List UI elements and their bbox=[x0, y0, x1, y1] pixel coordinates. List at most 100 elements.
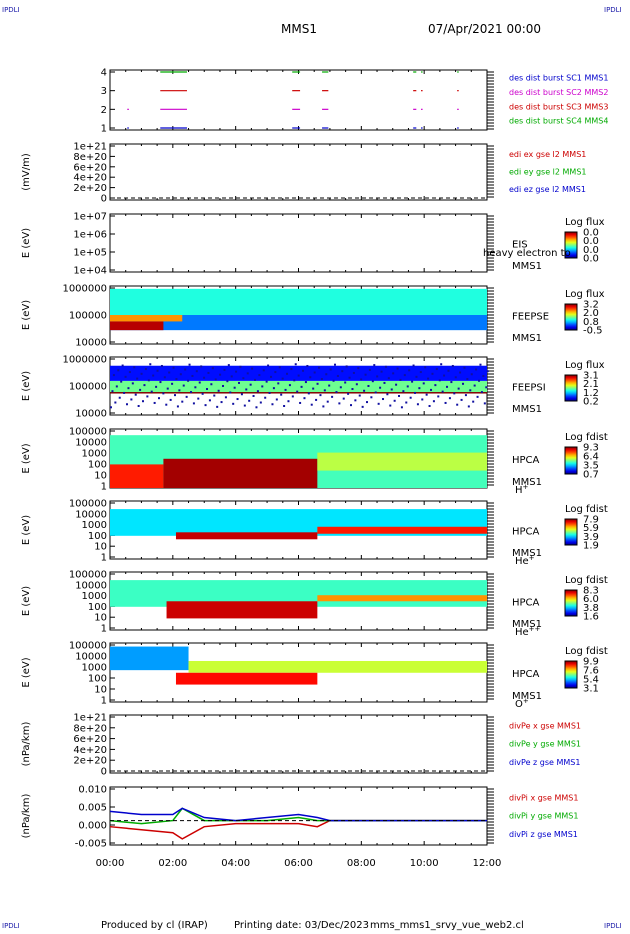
y-tick-label: 10 bbox=[94, 542, 107, 553]
feepsi-speckle bbox=[270, 375, 273, 378]
feepsi-speckle bbox=[206, 388, 209, 391]
colorbar-tick-label: 9.9 bbox=[583, 657, 599, 668]
feepsi-speckle bbox=[249, 383, 252, 386]
feepsi-speckle bbox=[294, 363, 297, 366]
feepsi-speckle bbox=[422, 382, 425, 385]
feepsi-speckle bbox=[366, 401, 369, 404]
feepsi-speckle bbox=[114, 401, 117, 404]
spacecraft-label: MMS1 bbox=[512, 548, 542, 559]
feepsi-speckle bbox=[376, 375, 379, 378]
colorbar-tick-label: 0.7 bbox=[583, 470, 599, 481]
divpi-series-line bbox=[109, 807, 487, 822]
feepsi-speckle bbox=[386, 393, 389, 396]
spacecraft-label: MMS1 bbox=[512, 261, 542, 272]
feepsi-speckle bbox=[240, 393, 243, 396]
colorbar-tick-label: 2.1 bbox=[583, 379, 599, 390]
feepsi-speckle bbox=[424, 366, 427, 369]
feepsi-speckle bbox=[411, 380, 414, 383]
feepsi-speckle bbox=[297, 374, 300, 377]
feepsi-speckle bbox=[447, 369, 450, 372]
y-tick-label: 0.000 bbox=[78, 821, 107, 832]
feepsi-speckle bbox=[230, 375, 233, 378]
feepsi-speckle bbox=[210, 383, 213, 386]
feepsi-speckle bbox=[338, 402, 341, 405]
y-tick-label: 0.010 bbox=[78, 785, 107, 796]
feepsi-speckle bbox=[408, 369, 411, 372]
feepsi-speckle bbox=[312, 387, 315, 390]
feepsi-speckle bbox=[128, 371, 131, 374]
feepsi-speckle bbox=[150, 390, 153, 393]
feepsi-speckle bbox=[347, 392, 350, 395]
feepsi-speckle bbox=[473, 384, 476, 387]
feepsi-speckle bbox=[331, 395, 334, 398]
feepsi-speckle bbox=[358, 394, 361, 397]
feepsi-speckle bbox=[403, 374, 406, 377]
colorbar-tick-label: -0.5 bbox=[583, 326, 603, 337]
feepsi-speckle bbox=[431, 372, 434, 375]
feepsi-speckle bbox=[267, 364, 270, 367]
divpi-series-line bbox=[109, 807, 487, 825]
feepsi-speckle bbox=[272, 387, 275, 390]
feepsi-speckle bbox=[201, 392, 204, 395]
feepsi-speckle bbox=[320, 378, 323, 381]
legend-entry: des dist burst SC2 MMS2 bbox=[509, 88, 608, 97]
feepsi-speckle bbox=[155, 385, 158, 388]
y-tick-label: 100000 bbox=[69, 382, 107, 393]
feepsi-speckle bbox=[181, 400, 184, 403]
feepsi-speckle bbox=[351, 388, 354, 391]
feepsi-speckle bbox=[299, 401, 302, 404]
feepsi-speckle bbox=[222, 384, 225, 387]
legend-entry: des dist burst SC3 MMS3 bbox=[509, 102, 608, 111]
feepsi-speckle bbox=[430, 388, 433, 391]
feepsi-speckle bbox=[259, 401, 262, 404]
feepsi-speckle bbox=[182, 384, 185, 387]
y-tick-label: 4 bbox=[101, 68, 107, 79]
feepsi-speckle bbox=[242, 377, 245, 380]
y-tick-label: 1e+07 bbox=[73, 212, 107, 223]
feepsi-speckle bbox=[203, 376, 206, 379]
colorbar-title: Log flux bbox=[565, 217, 605, 228]
feepsi-speckle bbox=[350, 404, 353, 407]
species-label: He++ bbox=[515, 625, 541, 638]
feepsi-speckle bbox=[380, 370, 383, 373]
y-tick-label: 100 bbox=[88, 674, 107, 685]
feepsi-speckle bbox=[163, 376, 166, 379]
feepsi-speckle bbox=[326, 400, 329, 403]
corner-label-tl: IPDLI bbox=[2, 6, 20, 14]
feepsi-speckle bbox=[171, 382, 174, 385]
colorbar-tick-label: 0.2 bbox=[583, 397, 599, 408]
feepsi-speckle bbox=[278, 366, 281, 369]
y-tick-label: 1000 bbox=[82, 591, 107, 602]
feepsi-speckle bbox=[446, 385, 449, 388]
feepsi-speckle bbox=[319, 394, 322, 397]
legend-entry: des dist burst SC4 MMS4 bbox=[509, 117, 608, 126]
feepsi-speckle bbox=[223, 368, 226, 371]
feepsi-speckle bbox=[454, 376, 457, 379]
feepsi-speckle bbox=[389, 404, 392, 407]
feepsi-speckle bbox=[437, 395, 440, 398]
y-axis-label: E (eV) bbox=[21, 228, 32, 258]
colorbar-tick-label: 6.4 bbox=[583, 452, 599, 463]
species-label: He+ bbox=[515, 554, 535, 567]
feepsi-speckle bbox=[415, 375, 418, 378]
feepsi-speckle bbox=[302, 369, 305, 372]
feepsi-speckle bbox=[466, 378, 469, 381]
feepsi-speckle bbox=[462, 382, 465, 385]
feepsi-speckle bbox=[300, 385, 303, 388]
colorbar-tick-label: 0.0 bbox=[583, 236, 599, 247]
feepsi-speckle bbox=[332, 379, 335, 382]
y-tick-label: 1e+21 bbox=[73, 713, 107, 724]
colorbar-tick-label: 8.3 bbox=[583, 586, 599, 597]
feepsi-speckle bbox=[136, 377, 139, 380]
feepsi-speckle bbox=[428, 404, 431, 407]
feepsi-speckle bbox=[220, 401, 223, 404]
y-tick-label: 10 bbox=[94, 613, 107, 624]
y-tick-label: 1000 bbox=[82, 520, 107, 531]
feepsi-speckle bbox=[238, 381, 241, 384]
y-axis-label: E (eV) bbox=[21, 515, 32, 545]
y-axis-label: E (eV) bbox=[21, 657, 32, 687]
feepsi-speckle bbox=[434, 384, 437, 387]
colorbar bbox=[564, 374, 578, 402]
feepsi-speckle bbox=[211, 367, 214, 370]
feepsi-speckle bbox=[459, 371, 462, 374]
